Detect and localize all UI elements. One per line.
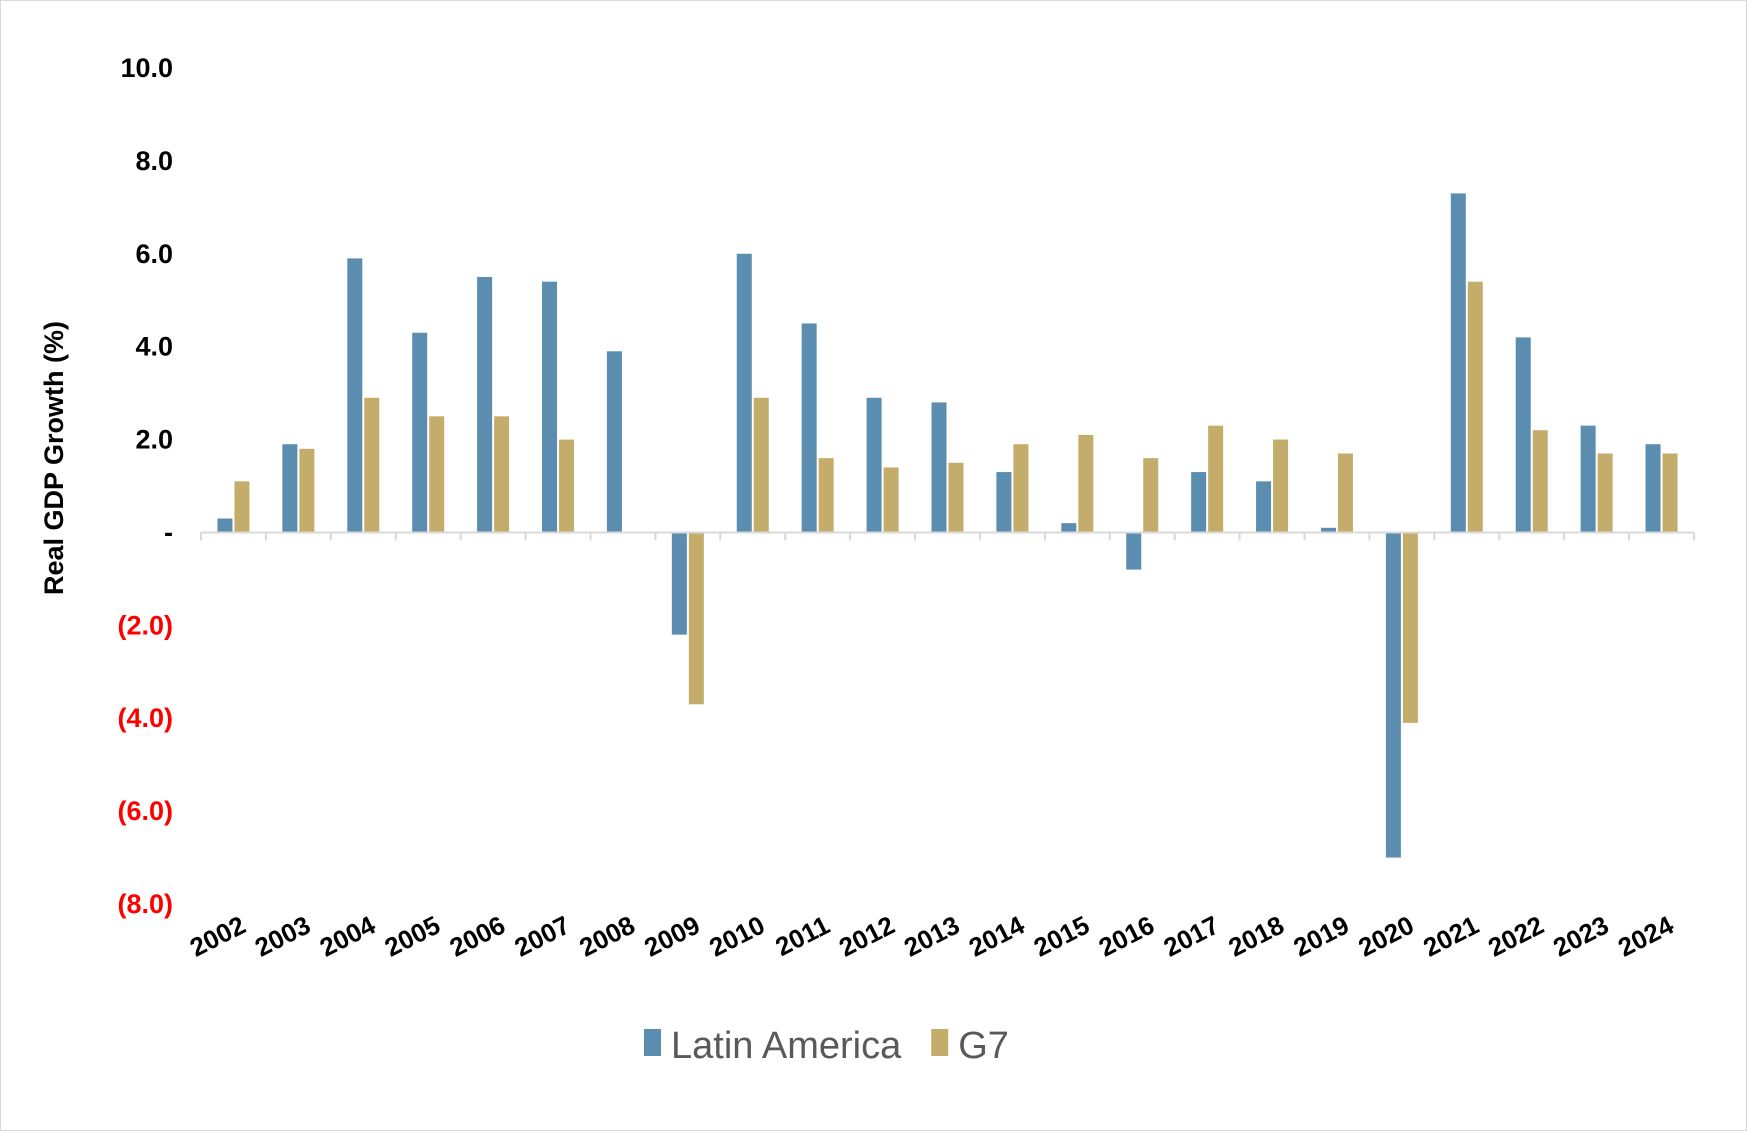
x-tick-label: 2020 [1353, 910, 1418, 963]
bar-g7-2009 [688, 532, 704, 705]
x-axis-ticks: 2002 2003 2004 2005 2006 2007 2008 2009 2010 2011… [185, 532, 1695, 963]
bar-latin-america-2010 [736, 253, 752, 533]
bar-g7-2003 [299, 448, 315, 533]
bar-latin-america-2023 [1580, 425, 1596, 533]
bar-g7-2012 [883, 467, 899, 533]
bar-latin-america-2006 [477, 277, 493, 533]
y-tick-label: - [164, 517, 173, 547]
bar-g7-2024 [1662, 453, 1678, 533]
bar-latin-america-2002 [217, 518, 233, 533]
y-tick-label: 6.0 [135, 239, 173, 269]
bar-g7-2013 [948, 462, 964, 533]
x-tick-label: 2007 [510, 910, 575, 963]
y-axis-label: Real GDP Growth (%) [39, 321, 69, 595]
x-tick-label: 2008 [574, 910, 639, 963]
x-tick-label: 2016 [1094, 910, 1159, 963]
bar-g7-2023 [1597, 453, 1613, 533]
bar-g7-2005 [429, 416, 445, 533]
x-tick-label: 2024 [1613, 909, 1679, 962]
y-tick-label: (2.0) [117, 610, 173, 640]
x-tick-label: 2018 [1224, 910, 1289, 963]
x-tick-label: 2006 [445, 910, 510, 963]
bar-latin-america-2011 [801, 323, 817, 533]
x-tick-label: 2021 [1418, 910, 1483, 963]
bar-latin-america-2009 [671, 532, 687, 635]
bar-latin-america-2020 [1385, 532, 1401, 858]
legend-swatch-latin-america [644, 1029, 661, 1056]
y-tick-label: (8.0) [117, 889, 173, 919]
bar-g7-2010 [753, 397, 769, 533]
y-tick-label: 10.0 [120, 53, 173, 83]
x-tick-label: 2019 [1289, 910, 1354, 963]
legend-swatch-g7 [931, 1029, 949, 1056]
y-axis-ticks: 10.0 8.0 6.0 4.0 2.0 - (2.0) (4.0) (6.0) (8.0) [117, 53, 173, 919]
legend: Latin America G7 [644, 1025, 1009, 1067]
bar-g7-2019 [1337, 453, 1353, 533]
x-tick-label: 2011 [771, 910, 835, 962]
bar-g7-2020 [1402, 532, 1418, 723]
x-tick-label: 2014 [964, 909, 1030, 962]
bar-g7-2017 [1208, 425, 1224, 533]
bar-latin-america-2016 [1126, 532, 1142, 570]
x-tick-label: 2002 [185, 910, 250, 963]
y-tick-label: 2.0 [135, 425, 173, 455]
bar-g7-2007 [559, 439, 575, 533]
bar-latin-america-2024 [1645, 444, 1661, 533]
bar-latin-america-2013 [931, 402, 947, 533]
y-tick-label: (6.0) [117, 796, 173, 826]
x-tick-label: 2009 [639, 910, 704, 963]
bar-latin-america-2014 [996, 472, 1012, 533]
y-tick-label: (4.0) [117, 703, 173, 733]
bar-g7-2006 [494, 416, 510, 533]
bar-g7-2016 [1143, 458, 1159, 533]
x-tick-label: 2023 [1548, 910, 1613, 963]
bar-g7-2011 [818, 458, 834, 533]
x-tick-label: 2022 [1483, 910, 1548, 963]
bar-latin-america-2004 [347, 258, 363, 533]
bar-latin-america-2017 [1191, 472, 1207, 533]
bar-g7-2021 [1467, 281, 1483, 533]
bar-g7-2022 [1532, 430, 1548, 533]
bar-latin-america-2007 [542, 281, 558, 533]
x-tick-label: 2012 [834, 910, 899, 963]
legend-label: Latin America [671, 1025, 902, 1067]
bar-latin-america-2015 [1061, 523, 1077, 533]
x-tick-label: 2017 [1159, 910, 1224, 963]
bar-g7-2018 [1273, 439, 1289, 533]
x-tick-label: 2013 [899, 910, 964, 963]
bar-latin-america-2021 [1450, 193, 1466, 533]
bar-latin-america-2012 [866, 397, 882, 533]
bar-latin-america-2003 [282, 444, 298, 533]
x-tick-label: 2005 [380, 910, 445, 963]
bar-g7-2014 [1013, 444, 1029, 533]
bar-latin-america-2019 [1320, 527, 1336, 533]
y-tick-label: 8.0 [135, 146, 173, 176]
bar-latin-america-2008 [606, 351, 622, 533]
bar-g7-2004 [364, 397, 380, 533]
legend-label: G7 [958, 1025, 1009, 1067]
bar-latin-america-2005 [412, 332, 428, 533]
bar-g7-2002 [234, 481, 250, 533]
bar-latin-america-2018 [1256, 481, 1272, 533]
x-tick-label: 2010 [704, 910, 769, 963]
x-tick-label: 2004 [315, 909, 381, 962]
y-tick-label: 4.0 [135, 332, 173, 362]
x-tick-label: 2003 [250, 910, 315, 963]
x-tick-label: 2015 [1029, 910, 1094, 963]
bars [217, 193, 1678, 858]
bar-g7-2015 [1078, 434, 1094, 533]
bar-latin-america-2022 [1515, 337, 1531, 533]
